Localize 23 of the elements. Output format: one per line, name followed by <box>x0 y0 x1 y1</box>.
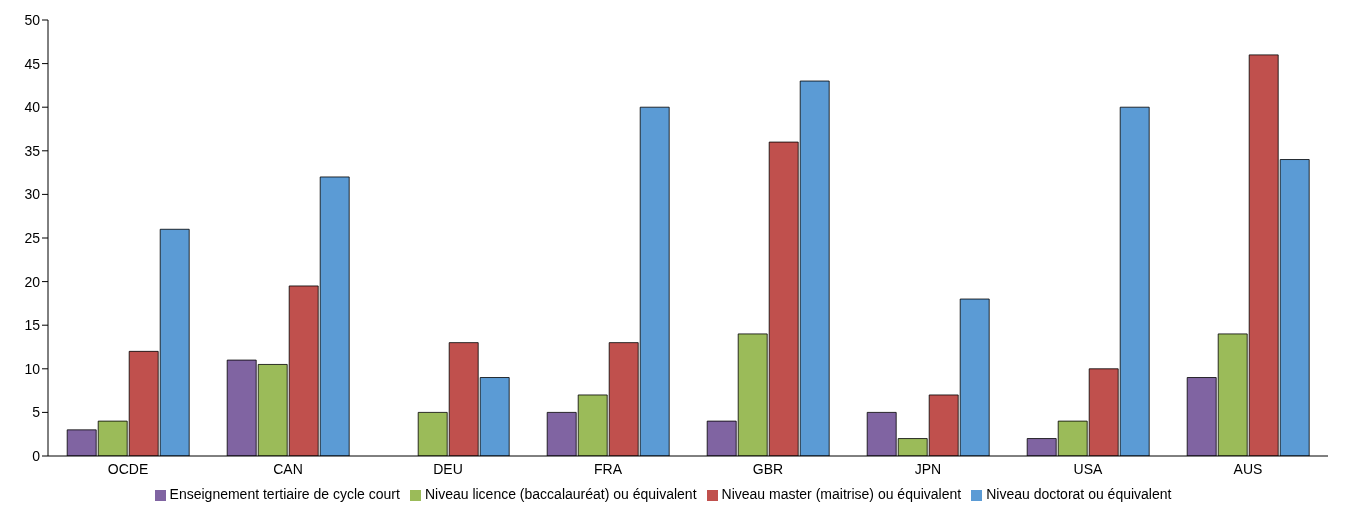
x-tick-label: FRA <box>594 460 623 477</box>
x-tick-label: OCDE <box>107 460 149 477</box>
x-tick-label: USA <box>1073 460 1104 477</box>
x-tick-label: CAN <box>273 460 303 477</box>
x-tick-label: AUS <box>1233 460 1263 477</box>
y-tick-label: 35 <box>24 142 41 159</box>
y-tick-label: 15 <box>24 317 41 334</box>
y-tick-label: 50 <box>24 11 41 28</box>
legend-label: Niveau doctorat ou équivalent <box>986 486 1172 502</box>
y-tick-label: 0 <box>32 447 41 464</box>
y-tick-label: 20 <box>24 273 41 290</box>
y-tick-label: 10 <box>24 360 41 377</box>
legend-label: Niveau master (maitrise) ou équivalent <box>721 486 962 502</box>
x-tick-label: DEU <box>433 460 463 477</box>
y-tick-label: 25 <box>24 229 41 246</box>
y-tick-label: 5 <box>32 404 41 421</box>
legend-label: Enseignement tertiaire de cycle court <box>169 486 400 502</box>
x-tick-label: JPN <box>914 460 942 477</box>
y-tick-label: 45 <box>24 55 41 72</box>
y-tick-label: 40 <box>24 99 41 116</box>
x-tick-label: GBR <box>752 460 784 477</box>
y-tick-label: 30 <box>24 186 41 203</box>
legend-label: Niveau licence (baccalauréat) ou équivalent <box>424 486 697 502</box>
